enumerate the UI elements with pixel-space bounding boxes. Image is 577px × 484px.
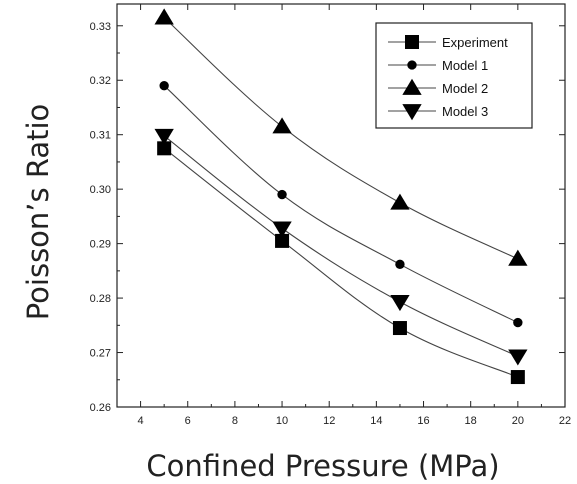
x-tick-label: 22	[559, 415, 571, 427]
y-tick-label: 0.27	[90, 348, 111, 360]
data-point-experiment	[392, 321, 407, 336]
ticks-layer: 4 6 8 10 12 14 16 18 20 22 0.26 0.27 0.28 0.29 0.30 0.3…	[90, 4, 571, 427]
x-tick-label: 18	[465, 415, 477, 427]
legend-label-model-2: Model 2	[442, 81, 488, 96]
x-tick-label: 14	[370, 415, 382, 427]
series-markers-layer	[154, 8, 528, 385]
y-tick-label: 0.30	[90, 184, 111, 196]
series-lines-layer	[163, 17, 519, 378]
x-tick-label: 12	[323, 415, 335, 427]
data-point-model-3	[390, 294, 410, 312]
series-line-model-2	[163, 17, 519, 260]
x-tick-label: 16	[417, 415, 429, 427]
y-axis-title: Poisson’s Ratio	[21, 104, 55, 321]
data-point-model-3	[272, 221, 292, 238]
legend-label-model-1: Model 1	[442, 58, 488, 73]
plot-frame	[116, 3, 566, 408]
data-point-model-1	[513, 317, 523, 328]
legend-marker-experiment	[405, 35, 419, 49]
y-tick-label: 0.33	[90, 21, 111, 33]
x-tick-label: 6	[185, 415, 191, 427]
y-tick-label: 0.32	[90, 75, 111, 87]
x-tick-label: 4	[138, 415, 144, 427]
data-point-model-3	[508, 349, 528, 366]
legend-label-experiment: Experiment	[442, 35, 508, 50]
data-point-model-1	[159, 81, 169, 91]
x-tick-label: 10	[276, 415, 288, 427]
y-tick-label: 0.26	[90, 402, 111, 414]
series-line-model-3	[163, 135, 519, 357]
legend-marker-model-2	[402, 78, 422, 95]
data-point-model-3	[154, 128, 174, 145]
legend-marker-model-1	[407, 60, 417, 70]
legend-marker-model-3	[402, 104, 422, 121]
y-tick-label: 0.31	[90, 130, 111, 142]
data-point-model-2	[390, 193, 410, 210]
x-tick-label: 20	[512, 415, 524, 427]
y-tick-label: 0.28	[90, 293, 111, 305]
data-point-experiment	[510, 370, 525, 385]
legend-label-model-3: Model 3	[442, 104, 488, 119]
data-point-model-2	[508, 249, 528, 266]
data-point-model-2	[154, 8, 174, 25]
series-line-model-1	[163, 85, 519, 324]
y-tick-label: 0.29	[90, 239, 111, 251]
data-point-model-1	[277, 189, 287, 200]
x-tick-label: 8	[232, 415, 238, 427]
data-point-experiment	[157, 141, 172, 156]
x-axis-title: Confined Pressure (MPa)	[146, 449, 499, 483]
data-point-experiment	[275, 233, 290, 248]
data-point-model-2	[272, 117, 292, 134]
legend: Experiment Model 1 Model 2 Model 3	[375, 22, 533, 129]
series-line-experiment	[163, 147, 519, 378]
axes-layer	[116, 3, 566, 408]
data-point-model-1	[395, 259, 405, 269]
